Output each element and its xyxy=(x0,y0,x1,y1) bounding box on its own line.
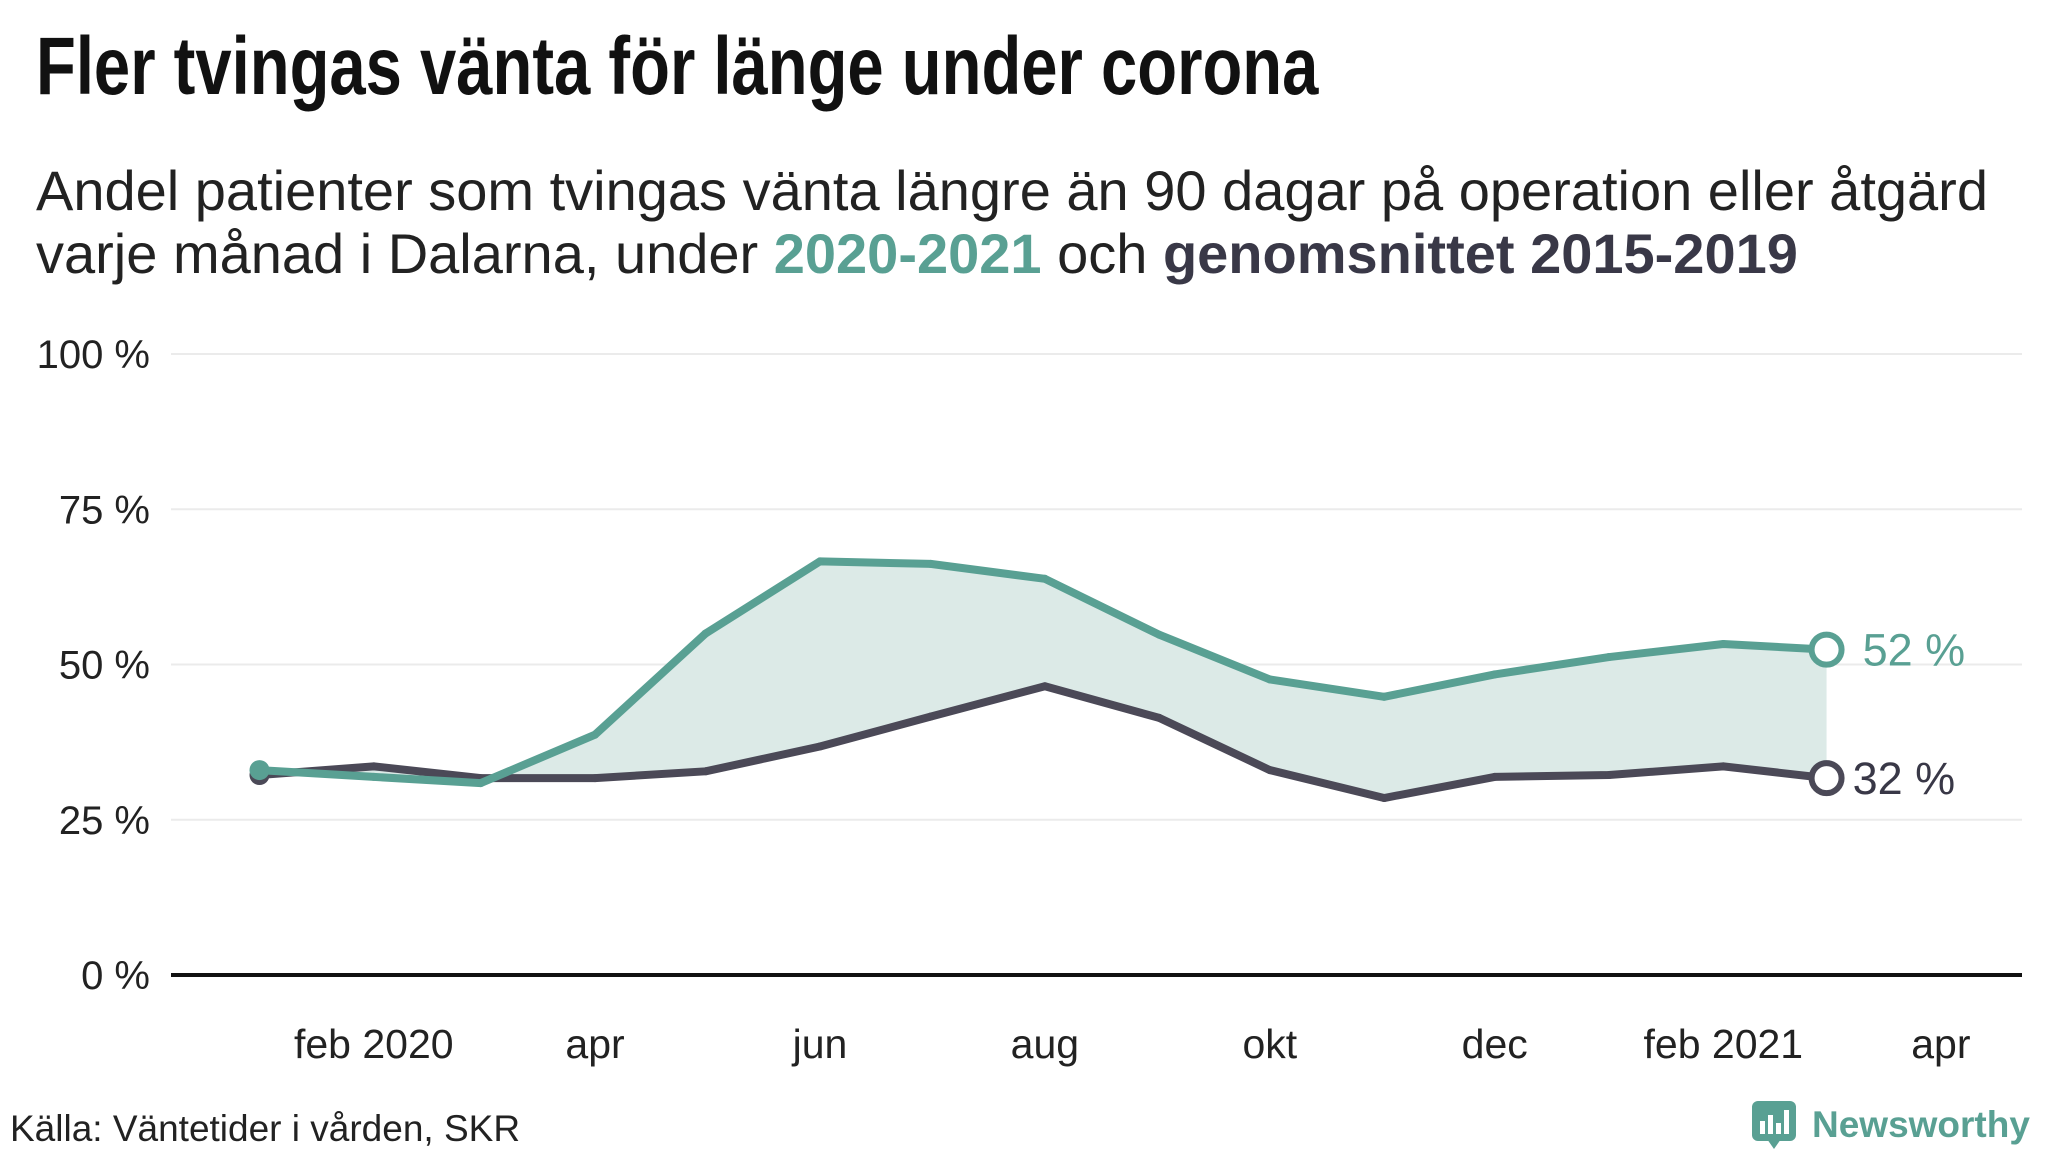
data-point-average xyxy=(1040,682,1049,691)
data-point-current xyxy=(591,730,600,739)
data-point-average xyxy=(1265,766,1274,775)
data-point-current xyxy=(1380,692,1389,701)
chart-subtitle-line2: varje månad i Dalarna, under 2020-2021 o… xyxy=(36,222,1988,285)
end-label-current: 52 % xyxy=(1863,625,1966,676)
newsworthy-logo-text: Newsworthy xyxy=(1812,1104,2030,1145)
data-point-average xyxy=(815,742,824,751)
data-point-current xyxy=(1040,574,1049,583)
data-point-current xyxy=(369,772,378,781)
area-between-series xyxy=(259,561,1827,799)
data-point-current xyxy=(1490,670,1499,679)
chart-subtitle: Andel patienter som tvingas vänta längre… xyxy=(36,159,1988,285)
data-point-average xyxy=(1380,794,1389,803)
data-point-average xyxy=(926,712,935,721)
x-tick-label: feb 2020 xyxy=(294,1021,454,1067)
x-tick-label: feb 2021 xyxy=(1644,1021,1804,1067)
data-point-average xyxy=(1605,771,1614,780)
x-tick-label: apr xyxy=(1911,1021,1970,1067)
chart-title: Fler tvingas vänta för länge under coron… xyxy=(36,21,1319,112)
legend-label-current: 2020-2021 xyxy=(773,222,1042,285)
data-point-current xyxy=(701,629,710,638)
x-tick-label: aug xyxy=(1011,1021,1079,1067)
data-point-current xyxy=(476,779,485,788)
end-point-current xyxy=(1808,631,1845,668)
x-tick-label: dec xyxy=(1462,1021,1528,1067)
data-point-current xyxy=(1155,630,1164,639)
newsworthy-logo-icon xyxy=(1752,1101,1796,1149)
data-point-average xyxy=(1155,713,1164,722)
data-point-average xyxy=(1719,762,1728,771)
data-point-current xyxy=(1265,675,1274,684)
legend-label-average: genomsnittet 2015-2019 xyxy=(1162,222,1798,285)
chart-subtitle-line1: Andel patienter som tvingas vänta längre… xyxy=(36,159,1988,222)
end-label-average: 32 % xyxy=(1853,753,1956,804)
newsworthy-logo: Newsworthy xyxy=(1752,1101,2030,1149)
data-point-current xyxy=(1605,653,1614,662)
x-tick-label: jun xyxy=(792,1021,848,1067)
data-point-current xyxy=(1719,640,1728,649)
y-tick-label: 100 % xyxy=(37,333,150,377)
data-point-average xyxy=(369,762,378,771)
x-tick-label: okt xyxy=(1242,1021,1297,1067)
data-point-average xyxy=(591,774,600,783)
y-tick-label: 0 % xyxy=(81,954,150,998)
start-point-current xyxy=(249,760,270,781)
data-point-average xyxy=(1490,772,1499,781)
subtitle-prefix-text: varje månad i Dalarna, under xyxy=(36,222,774,285)
x-tick-label: apr xyxy=(565,1021,624,1067)
y-tick-label: 75 % xyxy=(59,488,150,532)
source-note: Källa: Väntetider i vården, SKR xyxy=(10,1108,521,1149)
end-point-average xyxy=(1808,760,1845,797)
y-tick-label: 50 % xyxy=(59,644,150,688)
data-point-current xyxy=(926,559,935,568)
data-point-current xyxy=(815,557,824,566)
data-point-average xyxy=(701,767,710,776)
y-tick-label: 25 % xyxy=(59,799,150,843)
subtitle-join-text: och xyxy=(1041,222,1163,285)
